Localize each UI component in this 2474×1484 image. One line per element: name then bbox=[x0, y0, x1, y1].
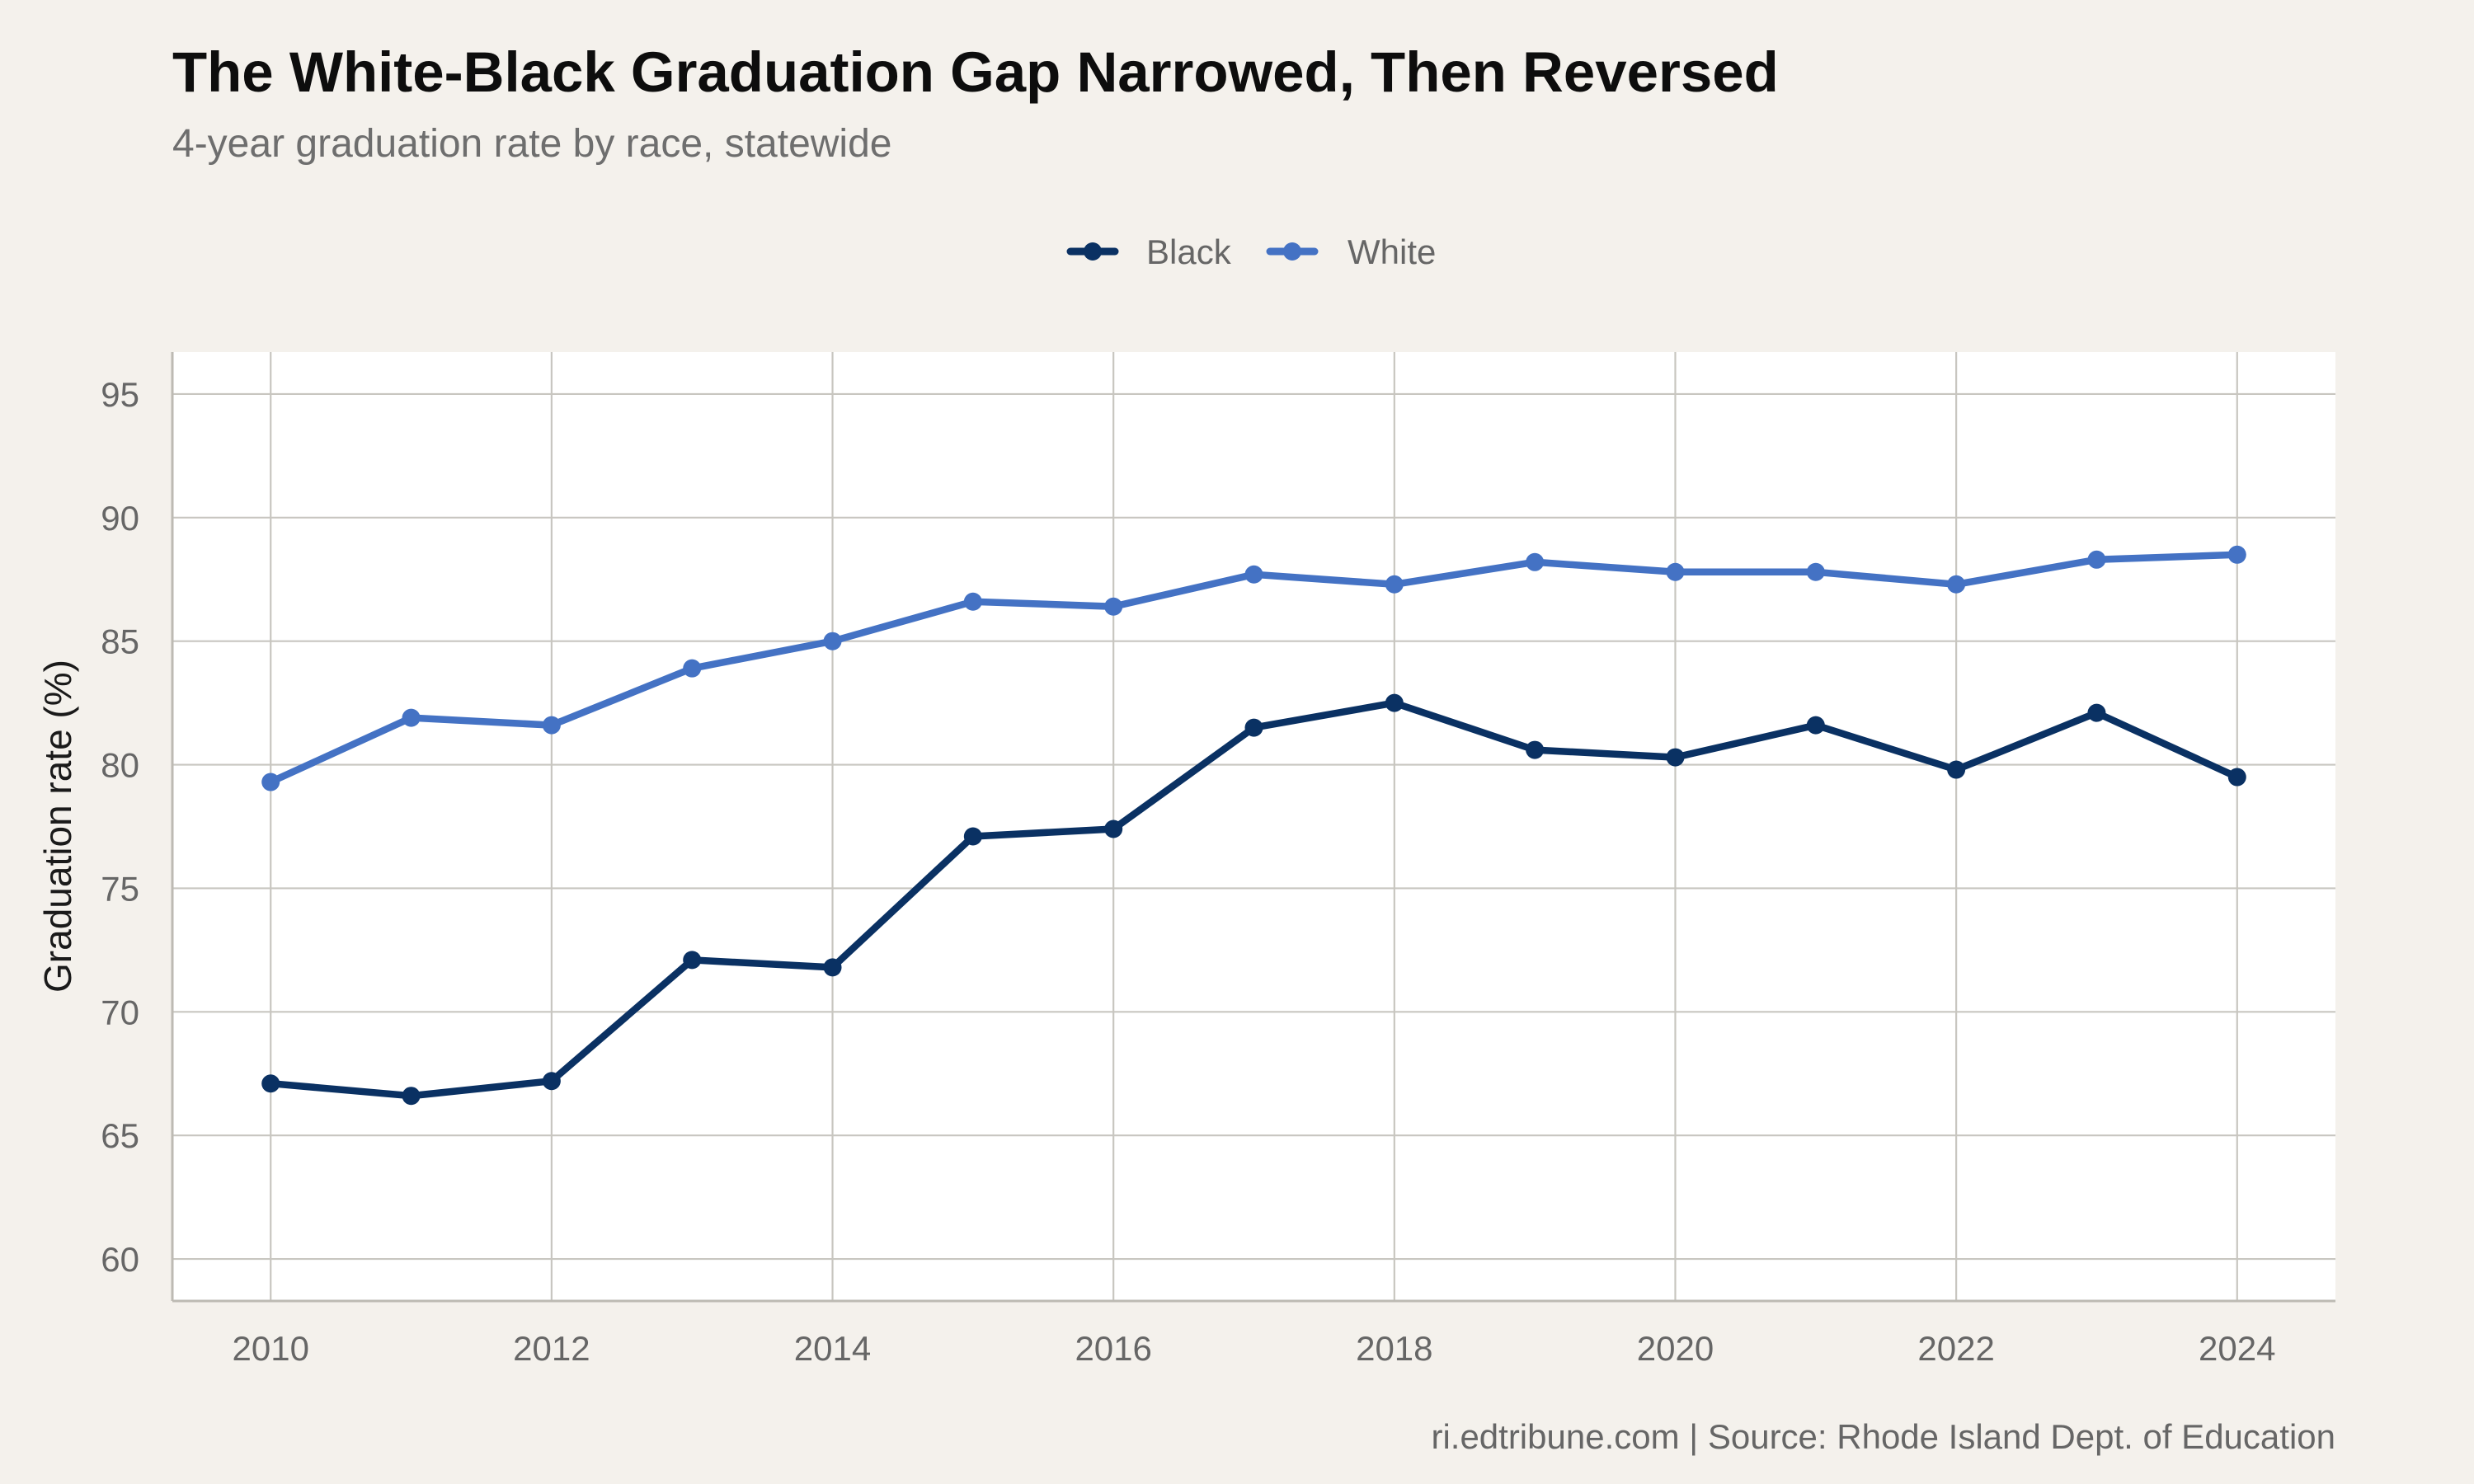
data-point-black-2019 bbox=[1526, 740, 1545, 759]
y-tick-label-65: 65 bbox=[101, 1116, 139, 1155]
series-black bbox=[261, 693, 2246, 1106]
legend-item-black: Black bbox=[1066, 232, 1232, 271]
data-point-black-2011 bbox=[402, 1087, 421, 1106]
data-point-black-2020 bbox=[1666, 748, 1685, 767]
plot-panel bbox=[172, 352, 2335, 1301]
data-point-black-2017 bbox=[1244, 718, 1263, 737]
legend-marker-white bbox=[1283, 242, 1301, 261]
y-tick-label-85: 85 bbox=[101, 622, 139, 661]
x-tick-label-2012: 2012 bbox=[513, 1329, 590, 1368]
y-tick-label-95: 95 bbox=[101, 375, 139, 414]
data-point-white-2022 bbox=[1947, 575, 1966, 594]
data-point-white-2010 bbox=[261, 773, 280, 791]
data-point-white-2019 bbox=[1526, 552, 1545, 571]
chart-title: The White-Black Graduation Gap Narrowed,… bbox=[172, 40, 1779, 104]
x-tick-label-2010: 2010 bbox=[233, 1329, 309, 1368]
x-tick-label-2016: 2016 bbox=[1075, 1329, 1151, 1368]
y-axis-ticks: 60 65 70 75 80 85 90 95 bbox=[101, 375, 139, 1279]
x-tick-label-2014: 2014 bbox=[794, 1329, 871, 1368]
data-point-black-2012 bbox=[542, 1072, 561, 1091]
y-tick-label-80: 80 bbox=[101, 746, 139, 785]
data-point-white-2011 bbox=[402, 708, 421, 727]
legend-label-black: Black bbox=[1146, 232, 1232, 271]
y-tick-label-90: 90 bbox=[101, 499, 139, 538]
data-point-white-2018 bbox=[1385, 575, 1404, 594]
data-point-black-2022 bbox=[1947, 760, 1966, 779]
data-point-white-2024 bbox=[2227, 545, 2246, 564]
x-tick-label-2020: 2020 bbox=[1637, 1329, 1714, 1368]
data-point-white-2017 bbox=[1244, 565, 1263, 584]
data-point-black-2024 bbox=[2227, 768, 2246, 787]
y-axis-label: Graduation rate (%) bbox=[36, 660, 79, 993]
data-point-white-2015 bbox=[963, 592, 982, 611]
data-point-white-2013 bbox=[683, 659, 702, 678]
data-point-black-2014 bbox=[823, 958, 842, 977]
x-tick-label-2022: 2022 bbox=[1917, 1329, 1994, 1368]
chart-subtitle: 4-year graduation rate by race, statewid… bbox=[172, 122, 891, 166]
data-point-white-2012 bbox=[542, 716, 561, 735]
y-tick-label-70: 70 bbox=[101, 993, 139, 1031]
series-white bbox=[261, 545, 2246, 791]
data-point-black-2023 bbox=[2087, 703, 2106, 722]
legend: Black White bbox=[1066, 232, 1436, 271]
chart-caption: ri.edtribune.com | Source: Rhode Island … bbox=[1431, 1417, 2335, 1456]
data-point-black-2021 bbox=[1806, 716, 1825, 735]
data-point-black-2013 bbox=[683, 951, 702, 970]
legend-marker-black bbox=[1084, 242, 1102, 261]
data-point-black-2010 bbox=[261, 1074, 280, 1093]
data-point-white-2014 bbox=[823, 632, 842, 650]
data-point-white-2021 bbox=[1806, 562, 1825, 581]
data-point-black-2016 bbox=[1104, 819, 1123, 838]
x-tick-label-2024: 2024 bbox=[2199, 1329, 2275, 1368]
data-point-white-2016 bbox=[1104, 597, 1123, 616]
series-layer bbox=[261, 545, 2246, 1106]
data-point-white-2020 bbox=[1666, 562, 1685, 581]
data-point-black-2015 bbox=[963, 827, 982, 846]
y-tick-label-75: 75 bbox=[101, 869, 139, 908]
legend-item-white: White bbox=[1266, 232, 1436, 271]
y-tick-label-60: 60 bbox=[101, 1240, 139, 1279]
data-point-black-2018 bbox=[1385, 693, 1404, 712]
x-tick-label-2018: 2018 bbox=[1356, 1329, 1432, 1368]
legend-label-white: White bbox=[1348, 232, 1436, 271]
x-axis-ticks: 2010 2012 2014 2016 2018 2020 2022 2024 bbox=[233, 1329, 2276, 1368]
data-point-white-2023 bbox=[2087, 550, 2106, 569]
